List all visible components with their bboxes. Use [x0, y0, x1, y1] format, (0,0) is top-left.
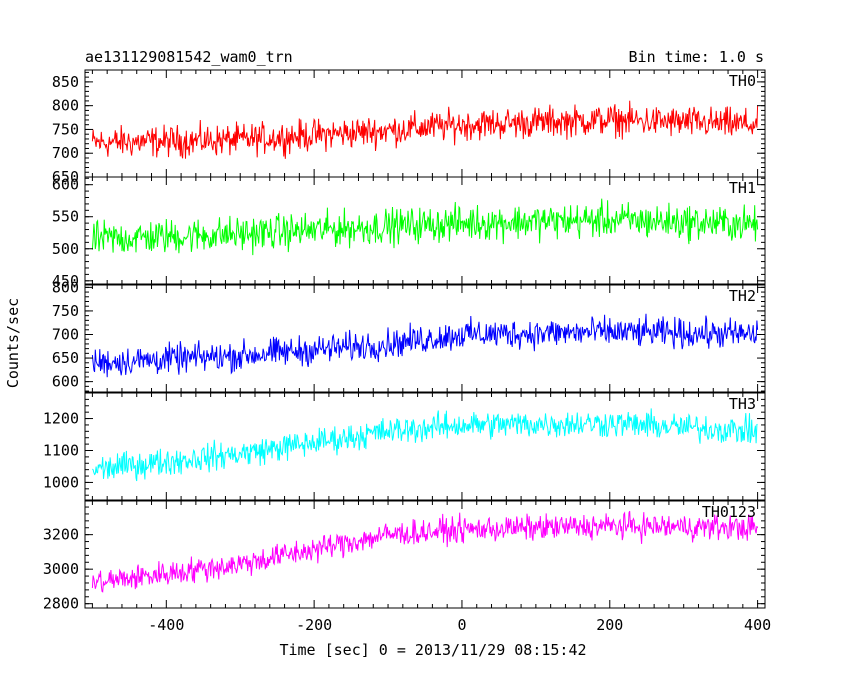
- x-tick-label: -400: [148, 616, 184, 634]
- panel-th1: 450 500 550 600 TH1: [52, 176, 766, 290]
- chart-title: ae131129081542_wam0_trn: [85, 48, 293, 66]
- series-name-th1: TH1: [729, 179, 756, 197]
- x-axis: -400 -200 0 200 400: [148, 616, 771, 634]
- series-name-th3: TH3: [729, 395, 756, 413]
- y-tick-label: 800: [52, 278, 79, 296]
- y-tick-label: 750: [52, 302, 79, 320]
- panel-th2: 600 650 700 750 800 TH2: [52, 278, 766, 393]
- series-line-th0: [91, 100, 759, 159]
- x-axis-label: Time [sec] 0 = 2013/11/29 08:15:42: [279, 641, 586, 659]
- series-line-th3: [92, 408, 758, 482]
- panel-th0123: 2800 3000 3200 TH0123: [43, 500, 766, 613]
- x-tick-label: 0: [457, 616, 466, 634]
- y-tick-label: 3200: [43, 526, 79, 544]
- x-tick-label: 400: [744, 616, 771, 634]
- series-name-th2: TH2: [729, 287, 756, 305]
- panel-frame: [84, 500, 766, 609]
- y-tick-label: 450: [52, 272, 79, 290]
- y-tick-label: 1100: [43, 441, 79, 459]
- panel-th3: 1000 1100 1200 TH3: [43, 392, 766, 501]
- y-tick-label: 700: [52, 144, 79, 162]
- y-tick-label: 1200: [43, 410, 79, 428]
- y-tick-label: 500: [52, 240, 79, 258]
- y-tick-label: 3000: [43, 560, 79, 578]
- y-tick-label: 650: [52, 349, 79, 367]
- y-axis-label: Counts/sec: [4, 298, 22, 388]
- bin-time-label: Bin time: 1.0 s: [629, 48, 764, 66]
- y-tick-label: 850: [52, 73, 79, 91]
- y-tick-label: 650: [52, 168, 79, 186]
- y-tick-label: 750: [52, 120, 79, 138]
- series-name-th0: TH0: [729, 72, 756, 90]
- y-tick-label: 1000: [43, 473, 79, 491]
- panel-th0: 650 700 750 800 850 TH0: [52, 69, 766, 186]
- panel-frame: [84, 176, 766, 285]
- panel-frame: [84, 392, 766, 501]
- y-tick-label: 600: [52, 176, 79, 194]
- y-tick-label: 700: [52, 325, 79, 343]
- series-line-th0123: [91, 510, 759, 593]
- x-tick-label: -200: [296, 616, 332, 634]
- y-tick-label: 2800: [43, 595, 79, 613]
- series-name-th0123: TH0123: [702, 503, 756, 521]
- series-line-th1: [91, 198, 759, 256]
- x-tick-label: 200: [596, 616, 623, 634]
- series-line-th2: [91, 313, 759, 378]
- y-tick-label: 800: [52, 97, 79, 115]
- y-tick-label: 550: [52, 208, 79, 226]
- y-tick-label: 600: [52, 373, 79, 391]
- panel-frame: [84, 284, 766, 393]
